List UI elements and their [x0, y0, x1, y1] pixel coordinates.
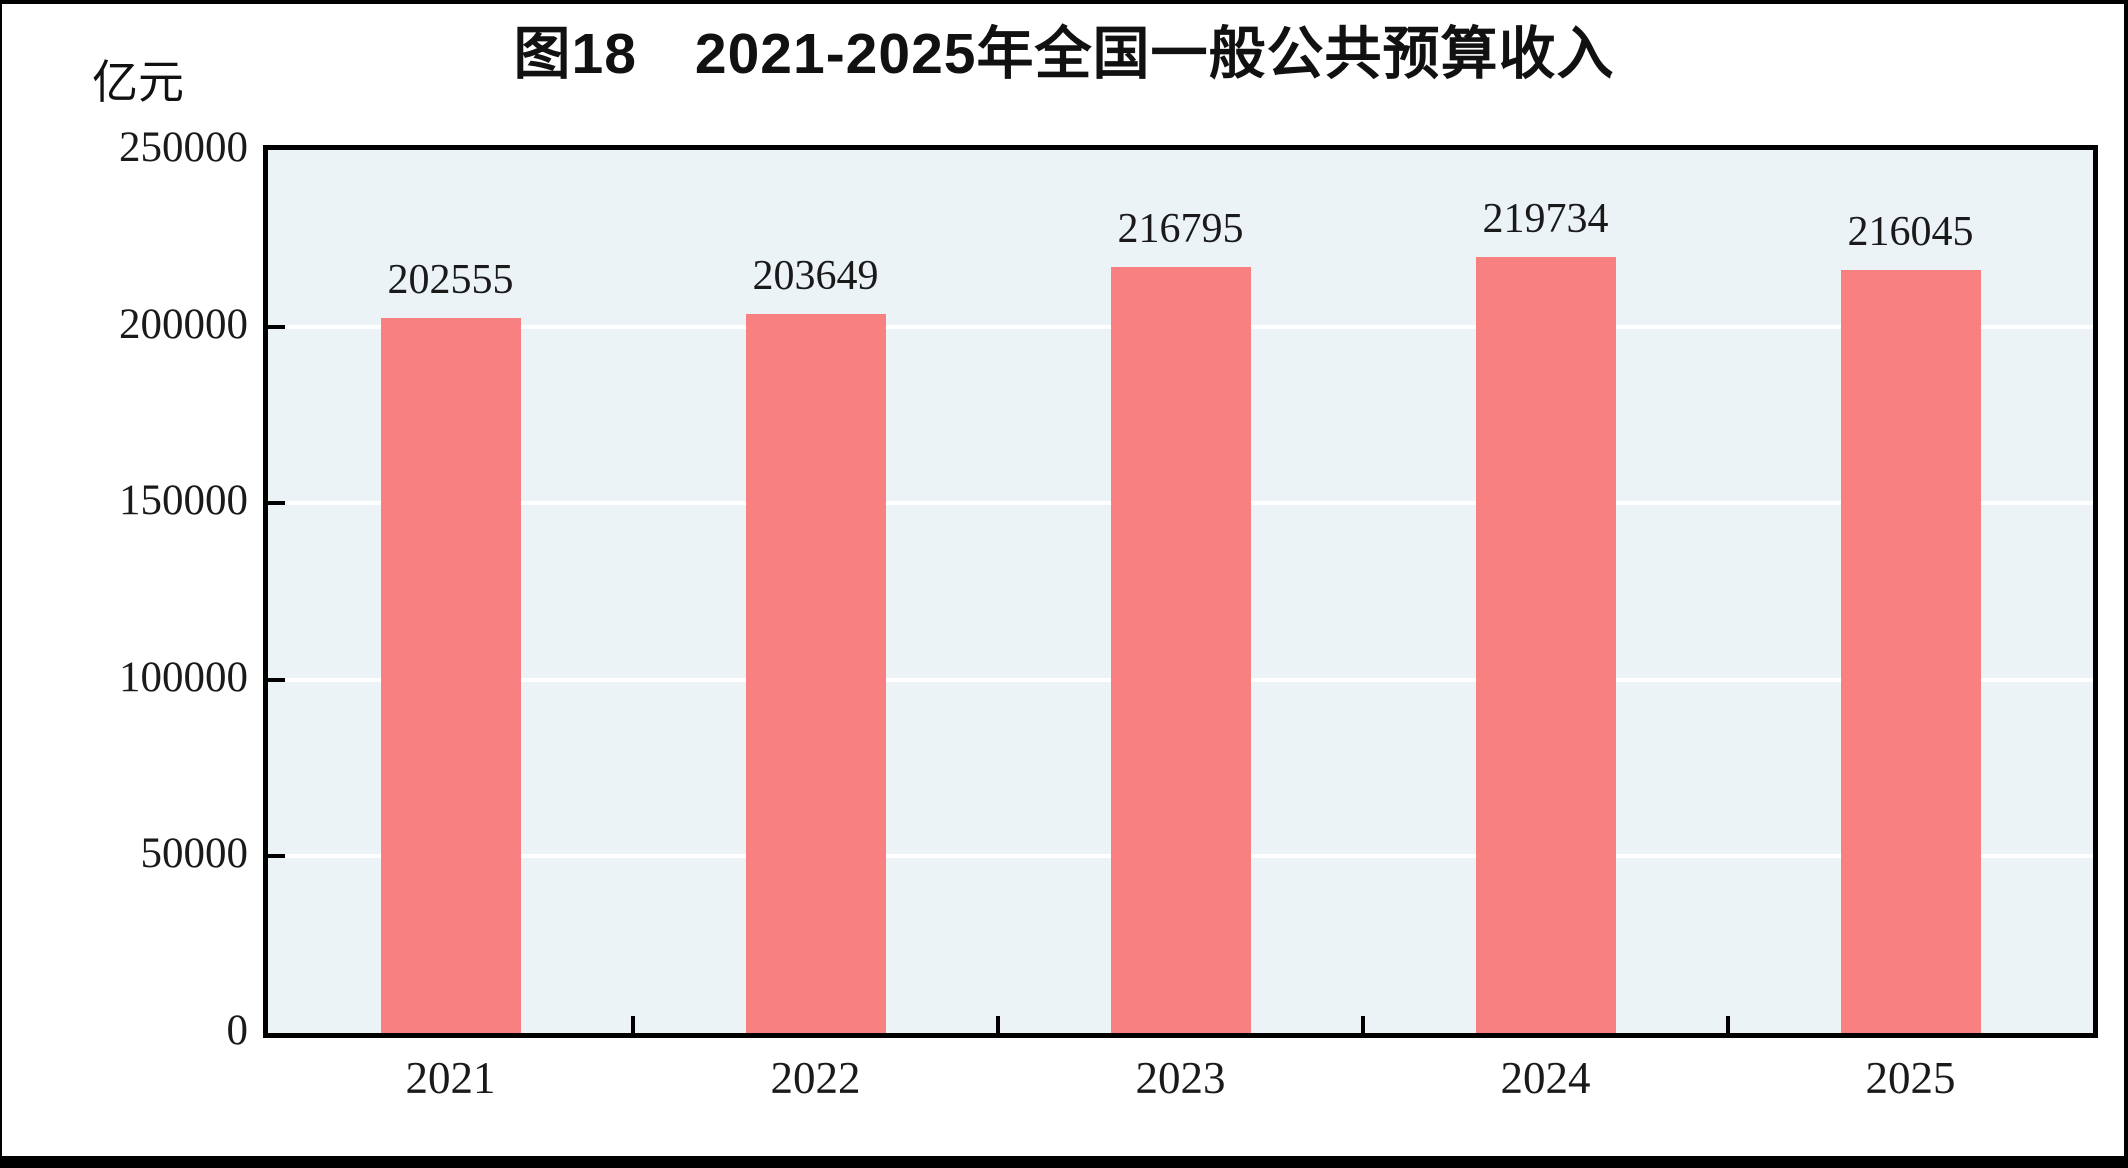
x-axis-label: 2023 [1135, 1053, 1226, 1103]
x-axis-label: 2021 [405, 1053, 496, 1103]
x-tick [631, 1016, 635, 1033]
bar-value-label: 216045 [1847, 208, 1974, 255]
y-tick [268, 677, 285, 682]
y-axis-label: 50000 [140, 830, 249, 878]
y-tick [268, 501, 285, 506]
y-axis-label: 100000 [119, 653, 248, 701]
bar-value-label: 216795 [1117, 206, 1244, 253]
x-axis-label: 2024 [1500, 1053, 1591, 1103]
x-axis-label: 2022 [770, 1053, 861, 1103]
y-axis-label: 250000 [119, 124, 248, 171]
x-tick [1361, 1016, 1365, 1033]
bar [1475, 256, 1616, 1033]
y-axis-unit-label: 亿元 [92, 57, 184, 108]
bar [1840, 269, 1981, 1033]
y-axis-label: 150000 [119, 477, 248, 525]
bar [380, 317, 521, 1033]
y-tick [268, 854, 285, 859]
bar-value-label: 219734 [1482, 195, 1609, 242]
bar-value-label: 202555 [387, 256, 514, 303]
bar-value-label: 203649 [752, 252, 879, 299]
x-tick [996, 1016, 1000, 1033]
bar [745, 313, 886, 1033]
plot-area: 202555 203649 216795 219734 216045 [263, 145, 2098, 1038]
bar [1110, 267, 1251, 1033]
x-axis-label: 2025 [1865, 1053, 1956, 1103]
figure-title: 图18 2021-2025年全国一般公共预算收入 [513, 22, 1615, 86]
y-axis-label: 200000 [119, 300, 248, 348]
y-tick [268, 324, 285, 329]
x-tick [1726, 1016, 1730, 1033]
y-axis-label: 0 [226, 1007, 249, 1054]
